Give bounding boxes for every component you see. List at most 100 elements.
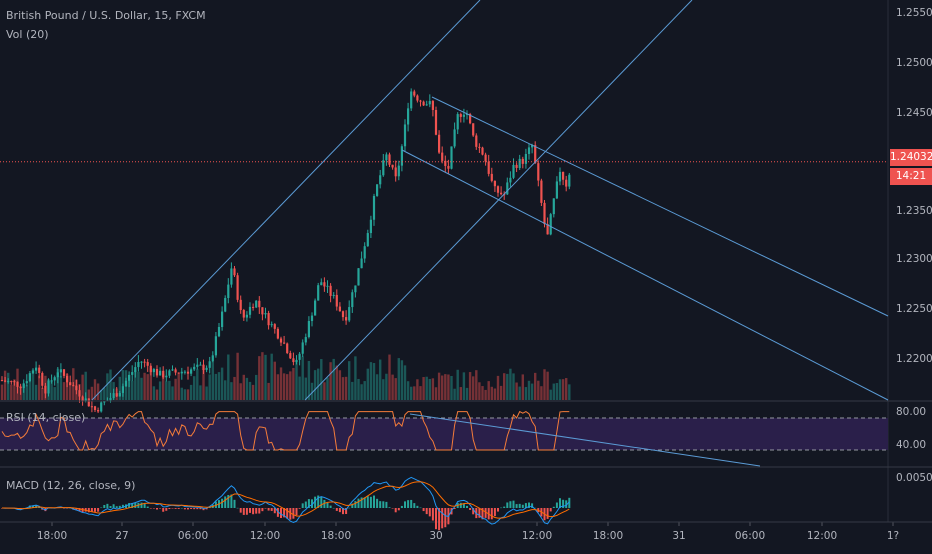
macd-histogram-bar (280, 508, 282, 519)
macd-histogram-bar (453, 508, 456, 510)
macd-histogram-bar (69, 507, 72, 509)
candle-body (38, 367, 41, 373)
macd-histogram-bar (481, 508, 484, 520)
volume-bar (341, 377, 345, 400)
volume-bar (555, 383, 559, 400)
candle-body (543, 202, 546, 225)
volume-bar (363, 381, 366, 400)
price-axis-label: 1.22000 (896, 353, 932, 365)
macd-histogram-bar (121, 504, 124, 508)
macd-histogram-bar (156, 508, 158, 510)
macd-histogram-bar (518, 503, 521, 508)
candle-body (78, 390, 81, 397)
macd-histogram-bar (360, 497, 363, 508)
volume-bar (233, 376, 236, 400)
macd-histogram-bar (171, 508, 174, 509)
candle-body (366, 233, 369, 247)
volume-bar (87, 389, 90, 400)
volume-bar (518, 386, 521, 400)
candle-body (146, 362, 149, 366)
macd-histogram-bar (292, 508, 295, 519)
candle-body (410, 91, 413, 109)
volume-bar (208, 374, 211, 400)
candle-body (295, 359, 298, 363)
candle-body (242, 310, 245, 318)
candle-body (41, 372, 44, 386)
candle-body (403, 124, 407, 147)
volume-bar (3, 370, 7, 400)
volume-bar (419, 386, 422, 400)
macd-histogram-bar (385, 501, 388, 508)
macd-histogram-bar (239, 508, 242, 513)
volume-legend[interactable]: Vol (20) (6, 28, 49, 41)
volume-bar (509, 368, 512, 400)
volume-bar (459, 387, 462, 400)
macd-histogram-bar (180, 507, 183, 509)
volume-bar (205, 386, 208, 400)
candle-body (286, 343, 289, 354)
volume-bar (379, 359, 382, 400)
candle-body (524, 153, 527, 164)
candle-body (456, 114, 459, 130)
volume-bar (264, 354, 267, 400)
macd-histogram-bar (38, 506, 41, 508)
candle-body (304, 337, 307, 343)
candle-body (62, 369, 66, 376)
volume-bar (289, 371, 292, 400)
macd-histogram-bar (314, 496, 317, 508)
macd-histogram-bar (311, 499, 313, 508)
volume-bar (186, 389, 190, 400)
volume-bar (31, 369, 35, 400)
macd-histogram-bar (66, 508, 69, 509)
macd-histogram-bar (338, 508, 341, 513)
candle-body (174, 369, 177, 373)
volume-bar (472, 376, 475, 400)
volume-bar (62, 382, 66, 400)
rsi-pane (0, 410, 888, 467)
volume-bar (146, 374, 149, 400)
macd-legend[interactable]: MACD (12, 26, close, 9) (6, 479, 136, 492)
macd-histogram-bar (431, 508, 434, 521)
volume-bar (313, 370, 317, 400)
macd-histogram-bar (435, 508, 437, 530)
volume-bar (568, 384, 571, 400)
rsi-trend-line (409, 413, 761, 467)
volume-bar (493, 388, 497, 400)
candle-body (354, 285, 357, 293)
volume-bar (34, 384, 38, 400)
candle-body (233, 268, 236, 276)
macd-histogram-bar (146, 506, 149, 508)
macd-histogram-bar (301, 503, 304, 508)
candle-body (273, 324, 276, 329)
macd-histogram-bar (249, 508, 251, 513)
candle-body (66, 375, 69, 383)
volume-bar (217, 372, 221, 400)
rsi-legend[interactable]: RSI (14, close) (6, 411, 86, 424)
macd-histogram-bar (94, 508, 96, 512)
volume-bar (428, 378, 431, 400)
macd-histogram-bar (304, 501, 307, 508)
volume-bar (403, 365, 407, 400)
volume-bar (456, 369, 459, 400)
candle-body (484, 154, 487, 162)
candle-body (531, 145, 534, 148)
candle-body (565, 179, 568, 187)
macd-histogram-bar (307, 499, 310, 508)
candle-body (419, 100, 422, 102)
candle-body (137, 361, 140, 368)
macd-histogram-bar (379, 501, 382, 508)
volume-bar (261, 352, 264, 400)
candle-body (205, 367, 208, 370)
candle-body (478, 146, 481, 148)
candle-body (264, 313, 267, 315)
volume-bar (425, 376, 428, 400)
volume-bar (155, 389, 159, 400)
candle-body (134, 367, 137, 373)
symbol-legend[interactable]: British Pound / U.S. Dollar, 15, FXCM (6, 9, 206, 22)
macd-histogram-bar (534, 507, 537, 509)
volume-bar (239, 383, 242, 400)
volume-bar (109, 369, 112, 400)
macd-histogram-bar (165, 508, 168, 511)
